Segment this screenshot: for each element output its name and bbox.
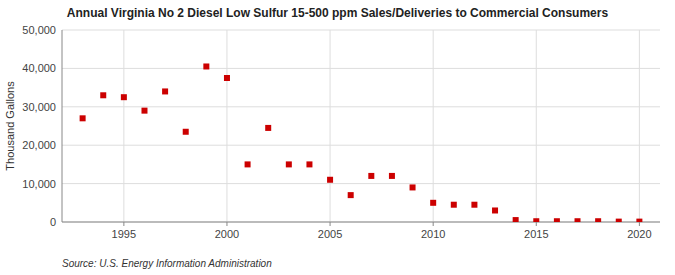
point: [80, 115, 86, 121]
x-tick-label: 2020: [627, 228, 651, 240]
x-tick-label: 1995: [112, 228, 136, 240]
y-tick-label: 20,000: [22, 139, 56, 151]
grid-line-x: [639, 30, 640, 222]
grid-line-y: [62, 30, 660, 31]
x-tick-label: 2015: [524, 228, 548, 240]
x-tick-label: 2005: [318, 228, 342, 240]
point: [451, 202, 457, 208]
grid: [62, 30, 660, 222]
point: [513, 217, 519, 222]
x-tick: [536, 222, 537, 226]
grid-line-x: [330, 30, 331, 222]
x-tick: [639, 222, 640, 226]
grid-line-y: [62, 106, 660, 107]
y-tick-label: 40,000: [22, 62, 56, 74]
point: [203, 63, 209, 69]
x-tick-label: 2010: [421, 228, 445, 240]
point: [141, 108, 147, 114]
points: [80, 63, 643, 222]
chart: Annual Virginia No 2 Diesel Low Sulfur 1…: [0, 0, 675, 275]
point: [183, 129, 189, 135]
grid-line-y: [62, 68, 660, 69]
point: [121, 94, 127, 100]
x-tick: [433, 222, 434, 226]
point: [533, 218, 539, 222]
point: [327, 177, 333, 183]
point: [245, 161, 251, 167]
x-tick: [330, 222, 331, 226]
point: [410, 184, 416, 190]
point: [286, 161, 292, 167]
title: Annual Virginia No 2 Diesel Low Sulfur 1…: [67, 6, 609, 20]
x-tick: [123, 222, 124, 226]
y-axis-label: Thousand Gallons: [4, 81, 16, 171]
point: [595, 218, 601, 222]
point: [492, 207, 498, 213]
point: [636, 219, 642, 222]
point: [616, 219, 622, 222]
point: [575, 218, 581, 222]
grid-line-y: [62, 145, 660, 146]
point: [389, 173, 395, 179]
grid-line-x: [123, 30, 124, 222]
point: [471, 202, 477, 208]
point: [430, 200, 436, 206]
point: [368, 173, 374, 179]
y-tick-label: 30,000: [22, 101, 56, 113]
grid-line-x: [536, 30, 537, 222]
point: [306, 161, 312, 167]
grid-line-y: [62, 183, 660, 184]
point: [162, 88, 168, 94]
point: [224, 75, 230, 81]
point: [554, 218, 560, 222]
grid-line-x: [433, 30, 434, 222]
point: [348, 192, 354, 198]
grid-line-x: [226, 30, 227, 222]
point: [100, 92, 106, 98]
y-tick-label: 50,000: [22, 24, 56, 36]
annotation: Source: U.S. Energy Information Administ…: [62, 258, 272, 269]
x-tick-label: 2000: [215, 228, 239, 240]
y-tick-label: 10,000: [22, 178, 56, 190]
x-axis: [62, 222, 660, 223]
x-tick: [226, 222, 227, 226]
y-axis: [62, 30, 63, 222]
grid-line-y: [62, 222, 660, 223]
y-tick-label: 0: [50, 216, 56, 228]
point: [265, 125, 271, 131]
